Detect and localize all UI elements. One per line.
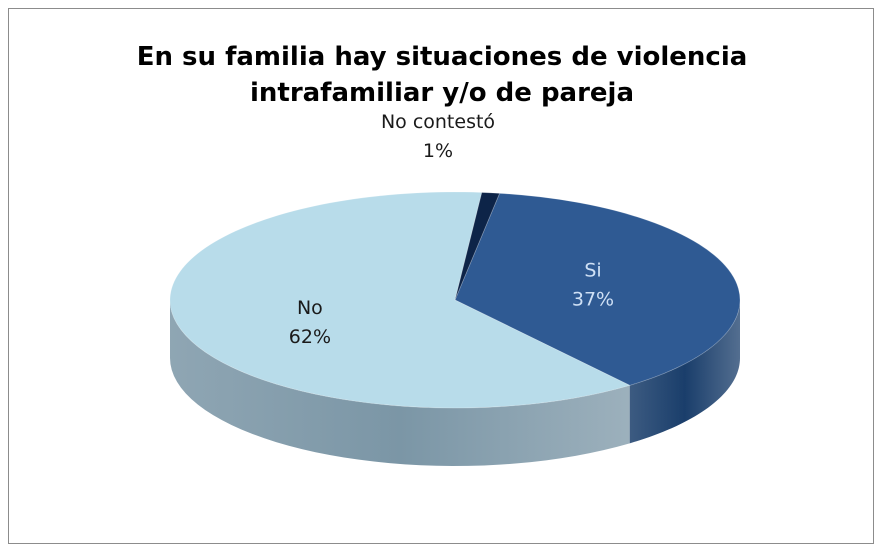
pie-label-no-contesto: No contestó	[381, 111, 495, 133]
pie-slice-no	[169, 191, 631, 409]
pie-label-si: Si	[584, 260, 601, 282]
pie-side-no	[170, 300, 630, 466]
chart-title-line-2: intrafamiliar y/o de pareja	[249, 78, 635, 108]
chart-title-line-1: En su familia hay situaciones de violenc…	[136, 42, 748, 72]
pie-slice-si	[454, 192, 741, 386]
pie-value-no: 62%	[289, 326, 331, 348]
chart-title: En su familia hay situaciones de violenc…	[9, 39, 875, 111]
pie-value-no-contesto: 1%	[423, 140, 453, 162]
pie-slice-no-contesto	[454, 192, 501, 301]
pie-side-si	[629, 300, 740, 444]
pie-value-si: 37%	[572, 289, 614, 311]
pie-label-no: No	[297, 297, 323, 319]
